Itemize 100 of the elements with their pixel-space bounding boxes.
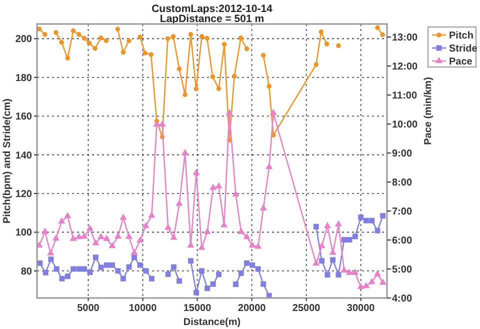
point <box>176 278 182 284</box>
point <box>194 86 198 92</box>
point <box>210 281 216 287</box>
point <box>165 271 171 277</box>
point <box>52 234 60 241</box>
point <box>76 32 82 37</box>
point <box>374 228 380 234</box>
chart-subtitle: LapDistance = 501 m <box>160 13 264 25</box>
point <box>233 282 239 287</box>
point <box>199 268 204 274</box>
point <box>215 182 222 188</box>
y2-tick-label: 6:00 <box>392 236 412 247</box>
point <box>243 232 250 240</box>
point <box>369 218 375 224</box>
point <box>358 214 364 220</box>
point <box>232 74 237 79</box>
point <box>363 218 369 224</box>
point <box>182 148 189 156</box>
point <box>115 268 121 274</box>
point <box>59 276 65 282</box>
point <box>368 278 376 284</box>
y-tick-label: 100 <box>15 228 32 239</box>
point <box>340 266 348 273</box>
point <box>352 234 358 240</box>
point <box>142 222 150 228</box>
point <box>109 262 115 268</box>
point <box>164 224 172 230</box>
point <box>98 36 104 40</box>
point <box>210 74 216 80</box>
point <box>170 264 176 270</box>
point <box>238 270 244 276</box>
point <box>120 276 126 282</box>
y-tick-label: 80 <box>20 266 32 278</box>
point <box>250 262 256 268</box>
point <box>142 50 148 56</box>
x-tick-label: 10000 <box>128 303 158 314</box>
point <box>120 50 126 55</box>
point <box>92 254 98 260</box>
point <box>176 200 183 206</box>
point <box>42 270 48 276</box>
point <box>204 228 211 234</box>
point <box>346 237 352 242</box>
point <box>341 237 347 242</box>
y2-tick-label: 4:00 <box>392 294 412 304</box>
point <box>42 32 48 37</box>
point <box>357 282 364 290</box>
point <box>86 40 92 46</box>
point <box>37 241 43 248</box>
point <box>165 36 170 42</box>
point <box>352 268 359 275</box>
point <box>182 92 188 98</box>
point <box>132 254 137 260</box>
point <box>104 38 109 44</box>
point <box>48 256 54 262</box>
point <box>81 266 87 272</box>
point <box>260 52 266 58</box>
point <box>76 266 82 272</box>
point <box>138 34 142 40</box>
point <box>192 168 200 176</box>
point <box>65 56 70 60</box>
point <box>216 86 222 92</box>
point <box>92 239 100 246</box>
point <box>170 234 178 240</box>
point <box>314 62 319 68</box>
point <box>98 264 104 270</box>
point <box>319 258 325 264</box>
point <box>104 262 110 268</box>
point <box>216 272 222 278</box>
y2-tick-label: 13:00 <box>392 32 418 44</box>
point <box>54 30 58 35</box>
point <box>362 282 370 288</box>
point <box>346 268 354 275</box>
point <box>86 224 94 231</box>
y-tick-label: 180 <box>15 72 32 84</box>
point <box>238 36 244 40</box>
point <box>59 40 64 45</box>
y2-axis-title: Pace (min/km) <box>423 77 434 145</box>
y-tick-label: 140 <box>15 150 32 162</box>
legend-label: Stride <box>449 44 478 54</box>
point <box>75 232 83 240</box>
point <box>188 32 194 37</box>
point <box>318 30 324 34</box>
y-tick-label: 200 <box>15 34 32 46</box>
point <box>248 241 256 248</box>
point <box>148 52 154 57</box>
point <box>260 281 266 287</box>
point <box>80 232 88 239</box>
point <box>324 42 330 46</box>
point <box>92 46 98 51</box>
y-axis-title: Pitch(bpm) and Stride(cm) <box>2 98 13 224</box>
point <box>158 120 166 127</box>
y-tick-label: 160 <box>15 112 32 123</box>
point <box>380 213 386 218</box>
point <box>188 258 194 264</box>
point <box>324 222 332 228</box>
point <box>375 25 380 30</box>
point <box>97 232 105 240</box>
y2-tick-label: 11:00 <box>392 90 418 102</box>
point <box>266 162 273 169</box>
x-tick-label: 25000 <box>292 303 321 314</box>
